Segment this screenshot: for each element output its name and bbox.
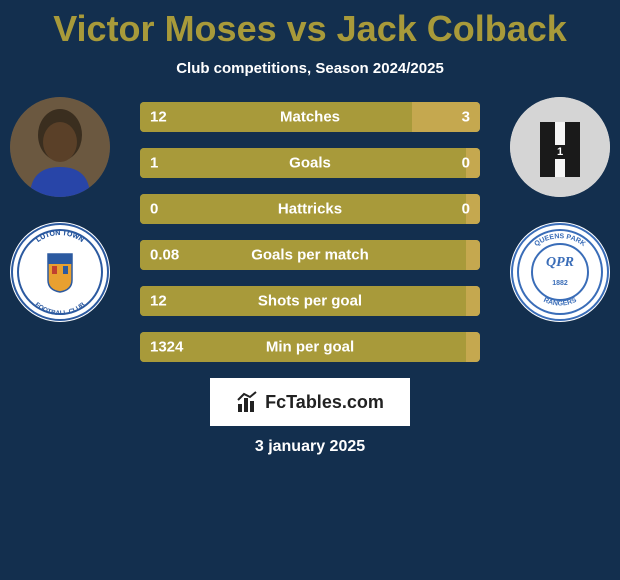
svg-text:QPR: QPR [546,255,574,270]
stat-left-value: 0.08 [150,247,179,264]
avatar-placeholder-icon: 1 [510,97,610,197]
bar-chart-icon [236,390,260,414]
subtitle-text: Club competitions, Season 2024/2025 [0,60,620,77]
fctables-logo-box: FcTables.com [210,378,410,426]
player-right-avatar: 1 [510,97,610,197]
stat-row: 0.08 Goals per match [140,240,480,270]
stat-left-value: 12 [150,293,167,310]
club-left-badge: LUTON TOWN LUTON TOWN FOOTBALL CLUB [10,222,110,322]
stat-right-value: 3 [462,109,470,126]
svg-text:1882: 1882 [552,280,568,287]
stat-left-value: 1 [150,155,158,172]
stat-label: Matches [280,109,340,126]
stat-label: Goals per match [251,247,369,264]
stat-right-value: 0 [462,155,470,172]
bar-left-fill [140,102,412,132]
stat-right-value: 0 [462,201,470,218]
page-title: Victor Moses vs Jack Colback [0,0,620,50]
stat-label: Shots per goal [258,293,362,310]
stat-label: Hattricks [278,201,342,218]
stat-left-value: 0 [150,201,158,218]
bar-right-fill [466,332,480,362]
stat-row: 1324 Min per goal [140,332,480,362]
stat-left-value: 12 [150,109,167,126]
stat-label: Min per goal [266,339,354,356]
stat-row: 12 Shots per goal [140,286,480,316]
svg-text:1: 1 [557,146,563,158]
comparison-content: 1 LUTON TOWN LUTON TOWN FOOTBALL CLUB [0,97,620,362]
player-left-avatar [10,97,110,197]
stat-row: 0 Hattricks 0 [140,194,480,224]
stat-row: 1 Goals 0 [140,148,480,178]
avatar-placeholder-icon [10,97,110,197]
club-right-badge: QUEENS PARK RANGERS QPR 1882 [510,222,610,322]
bar-right-fill [466,240,480,270]
club-badge-icon: QUEENS PARK RANGERS QPR 1882 [510,222,610,322]
stat-row: 12 Matches 3 [140,102,480,132]
stat-label: Goals [289,155,331,172]
stat-left-value: 1324 [150,339,183,356]
fctables-label: FcTables.com [265,392,384,413]
date-text: 3 january 2025 [0,438,620,456]
stats-bars: 12 Matches 3 1 Goals 0 0 Hattricks 0 0.08 Goals pe… [140,97,480,362]
club-badge-icon: LUTON TOWN LUTON TOWN FOOTBALL CLUB [10,222,110,322]
bar-right-fill [466,286,480,316]
